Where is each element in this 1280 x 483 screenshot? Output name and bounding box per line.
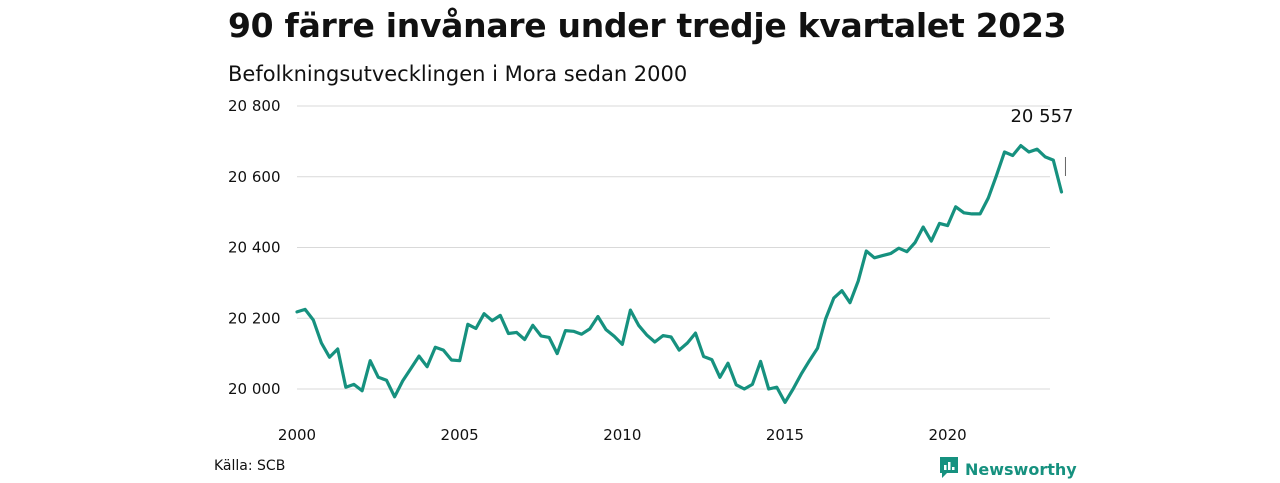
annotation-group: 20 557 (1010, 106, 1073, 176)
series-line (295, 144, 1064, 404)
y-tick-label: 20 400 (228, 239, 281, 257)
x-tick-label: 2015 (766, 426, 804, 444)
x-tick-label: 2000 (278, 426, 316, 444)
source-label: Källa: SCB (214, 458, 286, 474)
y-tick-label: 20 800 (228, 97, 281, 115)
y-tick-label: 20 200 (228, 309, 281, 327)
x-tick-label: 2010 (603, 426, 641, 444)
y-tick-label: 20 000 (228, 380, 281, 398)
brand-logo[interactable]: Newsworthy (938, 455, 1077, 483)
newsworthy-logo-icon (938, 455, 960, 483)
y-axis-labels: 20 000 20 200 20 400 20 600 20 800 (228, 97, 281, 398)
gridlines (297, 105, 1050, 390)
y-tick-label: 20 600 (228, 168, 281, 186)
series-group (295, 144, 1064, 404)
x-tick-label: 2020 (929, 426, 967, 444)
x-axis-labels: 2000 2005 2010 2015 2020 (278, 426, 967, 444)
x-tick-label: 2005 (441, 426, 479, 444)
chart-title: 90 färre invånare under tredje kvartalet… (228, 6, 1067, 45)
chart-subtitle: Befolkningsutvecklingen i Mora sedan 200… (228, 62, 688, 86)
last-value-label: 20 557 (1010, 106, 1073, 127)
brand-name: Newsworthy (965, 459, 1077, 479)
